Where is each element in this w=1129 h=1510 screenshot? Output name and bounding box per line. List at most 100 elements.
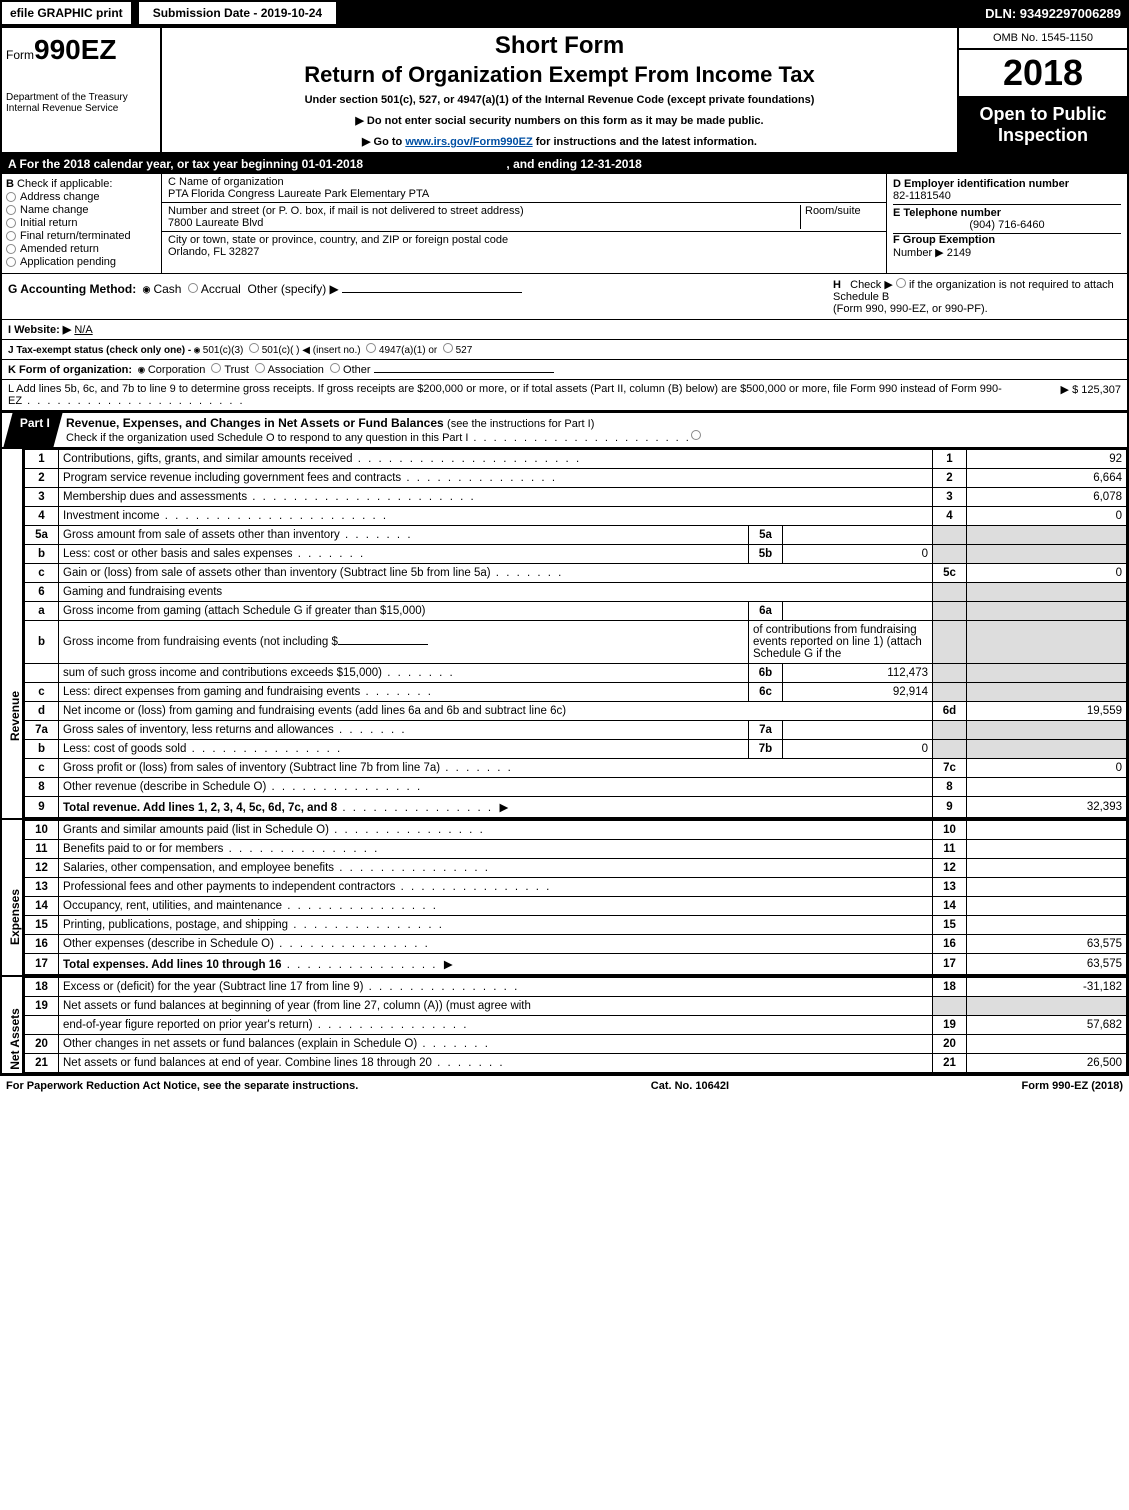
table-row: 8Other revenue (describe in Schedule O)8 — [25, 778, 1127, 797]
form-container: Form990EZ Department of the Treasury Int… — [0, 26, 1129, 1075]
corp-radio[interactable]: ◉ — [138, 363, 145, 376]
table-row: 9Total revenue. Add lines 1, 2, 3, 4, 5c… — [25, 797, 1127, 818]
under-section-note: Under section 501(c), 527, or 4947(a)(1)… — [170, 94, 949, 106]
table-row: end-of-year figure reported on prior yea… — [25, 1016, 1127, 1035]
app-pending-checkbox[interactable] — [6, 257, 16, 267]
name-change-checkbox[interactable] — [6, 205, 16, 215]
table-row: 7aGross sales of inventory, less returns… — [25, 721, 1127, 740]
dept-treasury: Department of the Treasury — [6, 92, 156, 103]
table-row: aGross income from gaming (attach Schedu… — [25, 602, 1127, 621]
501c-radio[interactable] — [249, 343, 259, 353]
table-row: 12Salaries, other compensation, and empl… — [25, 859, 1127, 878]
expenses-side-label: Expenses — [2, 820, 24, 975]
schedule-b-checkbox[interactable] — [896, 278, 906, 288]
street-address: 7800 Laureate Blvd — [168, 217, 263, 229]
submission-date: Submission Date - 2019-10-24 — [137, 0, 338, 26]
cash-radio[interactable]: ◉ — [143, 282, 150, 296]
addr-change-label: Address change — [20, 191, 100, 203]
page-footer: For Paperwork Reduction Act Notice, see … — [0, 1075, 1129, 1096]
top-bar: efile GRAPHIC print Submission Date - 20… — [0, 0, 1129, 26]
table-row: 3Membership dues and assessments36,078 — [25, 488, 1127, 507]
h-label: H — [833, 279, 841, 291]
table-row: cGross profit or (loss) from sales of in… — [25, 759, 1127, 778]
table-row: 10Grants and similar amounts paid (list … — [25, 821, 1127, 840]
table-row: 17Total expenses. Add lines 10 through 1… — [25, 954, 1127, 975]
efile-print-button[interactable]: efile GRAPHIC print — [0, 0, 133, 26]
table-row: 14Occupancy, rent, utilities, and mainte… — [25, 897, 1127, 916]
revenue-side-label: Revenue — [2, 449, 24, 818]
part-1-hint: (see the instructions for Part I) — [447, 418, 594, 430]
other-method-input[interactable] — [342, 292, 522, 293]
table-row: 19Net assets or fund balances at beginni… — [25, 997, 1127, 1016]
schedule-o-checkbox[interactable] — [691, 430, 701, 440]
short-form-title: Short Form — [170, 32, 949, 60]
form-number: 990EZ — [34, 34, 117, 65]
table-row: 5aGross amount from sale of assets other… — [25, 526, 1127, 545]
name-change-label: Name change — [20, 204, 89, 216]
4947-radio[interactable] — [366, 343, 376, 353]
omb-number: OMB No. 1545-1150 — [959, 28, 1127, 50]
irs-link[interactable]: www.irs.gov/Form990EZ — [405, 136, 532, 148]
group-exemption-label: F Group Exemption — [893, 234, 995, 246]
part-1-header: Part I Revenue, Expenses, and Changes in… — [2, 411, 1127, 449]
trust-radio[interactable] — [211, 363, 221, 373]
website-label: I Website: ▶ — [8, 324, 71, 336]
table-row: bLess: cost of goods sold7b0 — [25, 740, 1127, 759]
return-title: Return of Organization Exempt From Incom… — [170, 62, 949, 88]
tax-year: 2018 — [959, 50, 1127, 98]
net-assets-side-label: Net Assets — [2, 977, 24, 1073]
form-header: Form990EZ Department of the Treasury Int… — [2, 28, 1127, 154]
part-1-label: Part I — [20, 416, 50, 430]
final-return-label: Final return/terminated — [20, 230, 131, 242]
phone-value: (904) 716-6460 — [893, 219, 1121, 231]
paperwork-notice: For Paperwork Reduction Act Notice, see … — [6, 1080, 358, 1092]
table-row: cGain or (loss) from sale of assets othe… — [25, 564, 1127, 583]
room-suite-label: Room/suite — [800, 205, 880, 229]
other-org-input[interactable] — [374, 372, 554, 373]
amended-return-label: Amended return — [20, 243, 99, 255]
website-value: N/A — [74, 324, 92, 336]
assoc-radio[interactable] — [255, 363, 265, 373]
expenses-table: 10Grants and similar amounts paid (list … — [24, 820, 1127, 975]
table-row: 15Printing, publications, postage, and s… — [25, 916, 1127, 935]
org-name: PTA Florida Congress Laureate Park Eleme… — [168, 188, 429, 200]
revenue-table: 1Contributions, gifts, grants, and simil… — [24, 449, 1127, 818]
goto-note: ▶ Go to www.irs.gov/Form990EZ for instru… — [170, 135, 949, 148]
city-label: City or town, state or province, country… — [168, 234, 508, 246]
initial-return-label: Initial return — [20, 217, 77, 229]
section-d-e-f: D Employer identification number 82-1181… — [887, 174, 1127, 273]
group-number-label: Number ▶ — [893, 247, 944, 259]
table-row: 11Benefits paid to or for members11 — [25, 840, 1127, 859]
ein-value: 82-1181540 — [893, 190, 951, 202]
row-a-band: A For the 2018 calendar year, or tax yea… — [2, 154, 1127, 174]
part-1-title: Revenue, Expenses, and Changes in Net As… — [66, 416, 444, 430]
irs-label: Internal Revenue Service — [6, 103, 156, 114]
final-return-checkbox[interactable] — [6, 231, 16, 241]
table-row: 16Other expenses (describe in Schedule O… — [25, 935, 1127, 954]
group-number-value: 2149 — [947, 247, 971, 259]
addr-label: Number and street (or P. O. box, if mail… — [168, 205, 524, 217]
net-assets-table: 18Excess or (deficit) for the year (Subt… — [24, 977, 1127, 1073]
gross-receipts-amount: ▶ $ 125,307 — [1011, 383, 1121, 407]
dln-number: DLN: 93492297006289 — [977, 2, 1129, 25]
section-b: B Check if applicable: Address change Na… — [2, 174, 162, 273]
table-row: 21Net assets or fund balances at end of … — [25, 1054, 1127, 1073]
ein-label: D Employer identification number — [893, 178, 1069, 190]
addr-change-checkbox[interactable] — [6, 192, 16, 202]
527-radio[interactable] — [443, 343, 453, 353]
table-row: cLess: direct expenses from gaming and f… — [25, 683, 1127, 702]
catalog-number: Cat. No. 10642I — [651, 1080, 729, 1092]
accrual-radio[interactable] — [188, 283, 198, 293]
table-row: dNet income or (loss) from gaming and fu… — [25, 702, 1127, 721]
tax-exempt-label: J Tax-exempt status (check only one) - — [8, 345, 191, 356]
c-label: C Name of organization — [168, 176, 284, 188]
amended-return-checkbox[interactable] — [6, 244, 16, 254]
other-org-radio[interactable] — [330, 363, 340, 373]
table-row: 20Other changes in net assets or fund ba… — [25, 1035, 1127, 1054]
section-c: C Name of organization PTA Florida Congr… — [162, 174, 887, 273]
accounting-method-label: G Accounting Method: — [8, 282, 136, 296]
table-row: 1Contributions, gifts, grants, and simil… — [25, 450, 1127, 469]
table-row: sum of such gross income and contributio… — [25, 664, 1127, 683]
initial-return-checkbox[interactable] — [6, 218, 16, 228]
501c3-radio[interactable]: ◉ — [194, 345, 200, 356]
